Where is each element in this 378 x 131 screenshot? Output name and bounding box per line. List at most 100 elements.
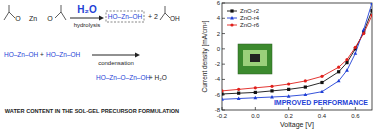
- y-tick-label: -8: [215, 107, 221, 113]
- point: [345, 61, 348, 64]
- point: [320, 75, 323, 78]
- legend: ZnO-r2ZnO-r4ZnO-r6: [227, 8, 260, 28]
- row-2-item: HO–Zn–OH: [4, 51, 39, 58]
- series-line: [222, 11, 372, 94]
- point: [237, 92, 240, 95]
- y-tick-label: 2: [217, 31, 221, 37]
- acid-group: OH: [170, 15, 180, 22]
- point: [370, 3, 372, 4]
- y-tick: [222, 79, 225, 80]
- point: [354, 46, 357, 49]
- point: [253, 96, 257, 99]
- point: [287, 82, 290, 85]
- point: [304, 79, 307, 82]
- inset-photo: [238, 44, 272, 74]
- point: [254, 91, 257, 94]
- inset-photo-cell: [243, 50, 267, 66]
- hydrolysis-arrow: [70, 18, 100, 19]
- step-label: condensation: [98, 60, 134, 66]
- x-tick: [288, 107, 289, 110]
- atom: O: [15, 15, 21, 22]
- y-tick-label: 4: [217, 15, 221, 21]
- x-tick: [255, 107, 256, 110]
- point: [270, 95, 274, 98]
- acetate-bond: [61, 5, 62, 12]
- point: [287, 94, 291, 97]
- legend-label: ZnO-r2: [240, 8, 260, 14]
- y-tick: [222, 3, 225, 4]
- y-tick: [222, 48, 225, 49]
- point: [303, 93, 307, 96]
- y-tick: [222, 18, 225, 19]
- point: [337, 79, 341, 82]
- reagent: H₂O: [77, 4, 97, 15]
- point: [237, 97, 241, 100]
- legend-marker: [230, 9, 233, 12]
- scheme: OZnOH₂OhydrolysisHO–Zn–OH+ 2OHHO–Zn–OH+H…: [4, 4, 180, 114]
- point: [370, 9, 372, 12]
- caption: WATER CONTENT IN THE SOL-GEL PRECURSOR F…: [5, 108, 179, 114]
- point: [353, 51, 357, 54]
- y-tick-label: 0: [217, 46, 221, 52]
- product: HO–Zn–O–Zn–OH: [96, 74, 150, 81]
- y-tick: [222, 110, 225, 111]
- y-axis-label: Current density [mA/cm²]: [201, 20, 209, 92]
- x-tick-label: 0.6: [351, 113, 360, 119]
- acid-bond: [165, 6, 166, 13]
- point: [270, 89, 273, 92]
- legend-label: ZnO-r6: [240, 22, 260, 28]
- point: [337, 66, 340, 69]
- product-plus: + H₂O: [149, 74, 167, 81]
- x-tick: [322, 107, 323, 110]
- y-tick: [222, 33, 225, 34]
- acetate-bond: [9, 5, 10, 12]
- point: [237, 88, 240, 91]
- acetate-bond: [55, 12, 66, 20]
- x-tick-label: 0.0: [251, 113, 260, 119]
- x-tick: [222, 107, 223, 110]
- legend-marker: [230, 23, 233, 26]
- row-2-item: HO–Zn–OH: [46, 51, 81, 58]
- y-tick-label: -6: [215, 92, 221, 98]
- point: [222, 97, 224, 100]
- point: [337, 70, 340, 73]
- y-tick-label: -2: [215, 61, 221, 67]
- intermediate: HO–Zn–OH: [108, 13, 143, 20]
- point: [370, 14, 372, 17]
- point: [304, 85, 307, 88]
- point: [320, 81, 323, 84]
- atom: Zn: [29, 15, 37, 22]
- point: [222, 92, 224, 95]
- step-label: hydrolysis: [74, 22, 101, 28]
- inset-photo-device: [250, 54, 260, 62]
- hydrolysis-arrow-head: [99, 16, 104, 21]
- chart: -0.20.00.20.40.6-8-6-4-20246Voltage [V]C…: [201, 0, 374, 129]
- acid-bond: [160, 13, 170, 20]
- point: [287, 88, 290, 91]
- x-tick-label: 0.2: [284, 113, 293, 119]
- point: [345, 68, 349, 71]
- atom: O: [47, 15, 53, 22]
- x-tick: [355, 107, 356, 110]
- point: [320, 90, 324, 93]
- x-axis-label: Voltage [V]: [280, 121, 314, 129]
- series-line: [222, 15, 372, 91]
- x-tick-label: 0.4: [318, 113, 327, 119]
- dashed-box: [106, 11, 144, 22]
- plot-frame: [222, 3, 372, 110]
- point: [362, 32, 365, 35]
- condensation-arrow: [92, 55, 136, 56]
- legend-marker: [230, 16, 234, 19]
- acetate-bond: [4, 12, 15, 20]
- point: [254, 86, 257, 89]
- coefficient: + 2: [148, 13, 158, 20]
- point: [345, 58, 348, 61]
- condensation-arrow-head: [135, 53, 140, 58]
- y-tick: [222, 64, 225, 65]
- series-line: [222, 3, 372, 99]
- y-tick-label: -4: [215, 76, 221, 82]
- row-2-item: +: [40, 51, 44, 58]
- legend-label: ZnO-r4: [240, 15, 260, 21]
- y-tick-label: 6: [217, 0, 221, 6]
- data-area: [222, 3, 372, 101]
